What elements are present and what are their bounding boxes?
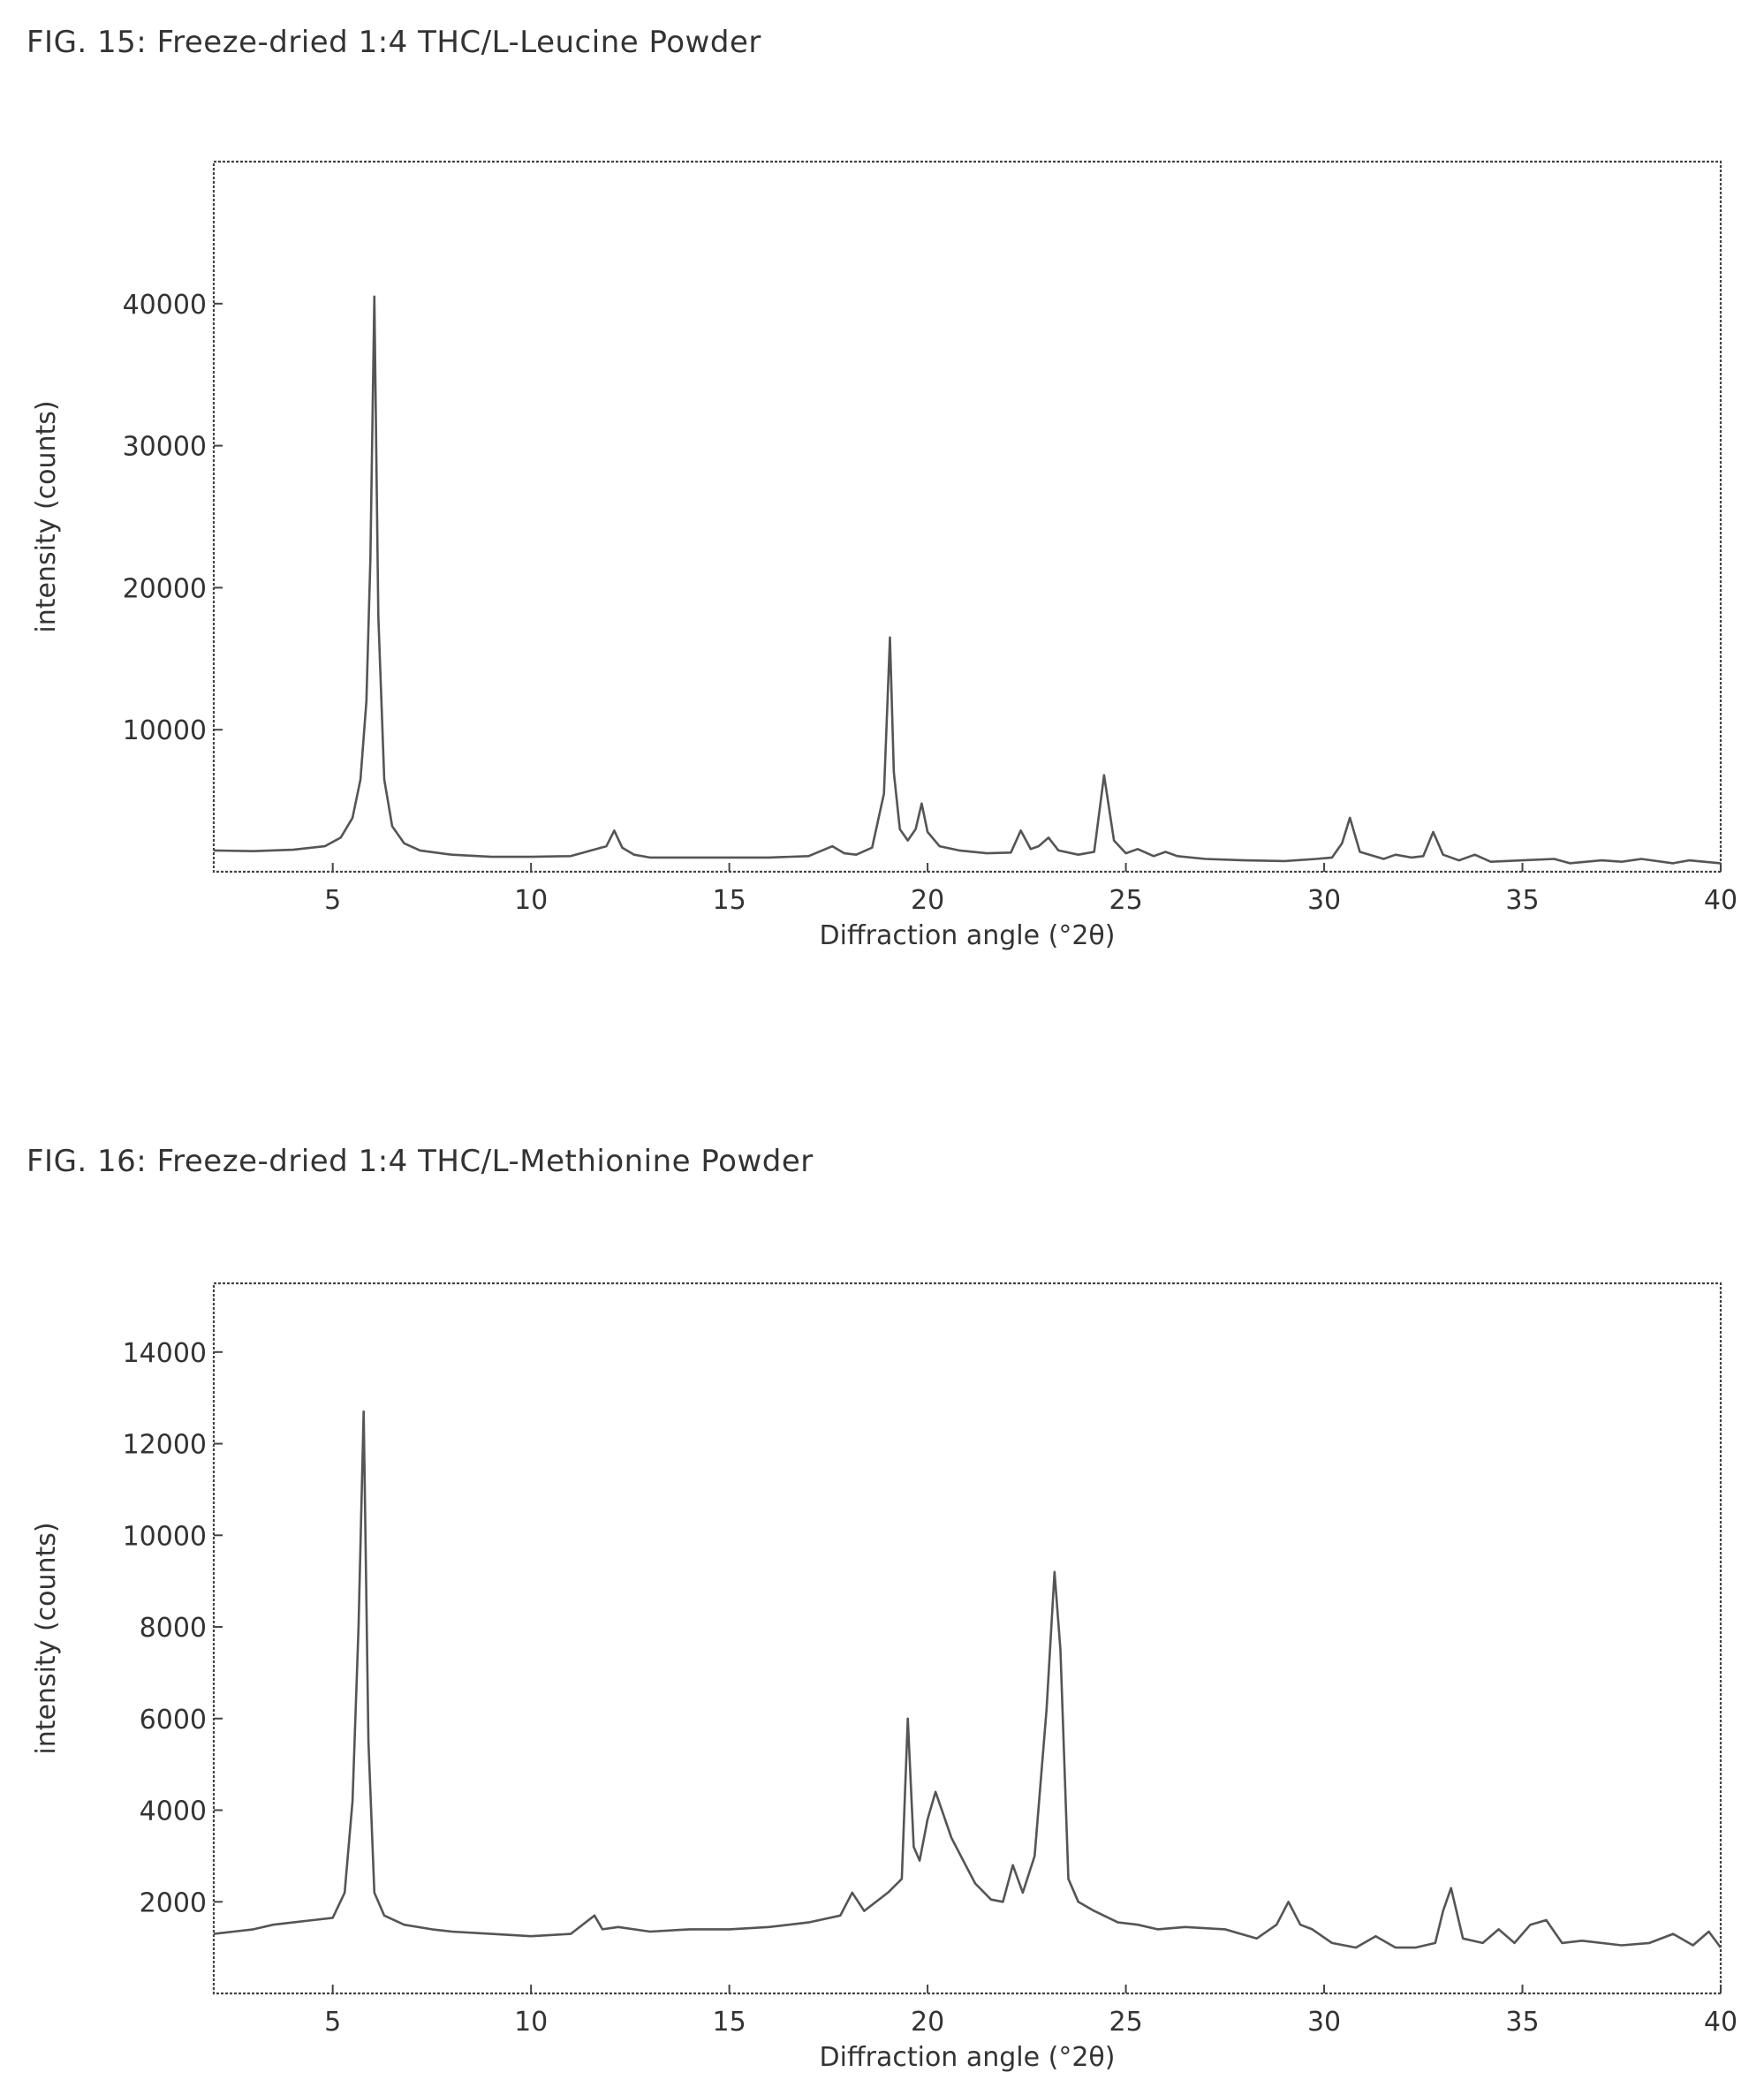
x-tick-label: 15	[713, 2007, 746, 2038]
y-tick-label: 30000	[123, 432, 207, 463]
figure-16-title: FIG. 16: Freeze-dried 1:4 THC/L-Methioni…	[26, 1144, 814, 1179]
x-tick-label: 35	[1505, 2007, 1539, 2038]
y-tick-label: 2000	[140, 1887, 207, 1918]
y-axis-label: intensity (counts)	[31, 1522, 62, 1754]
x-tick-label: 20	[911, 885, 944, 916]
x-tick-label: 20	[911, 2007, 944, 2038]
figure-15-title: FIG. 15: Freeze-dried 1:4 THC/L-Leucine …	[26, 25, 761, 60]
x-tick-label: 25	[1109, 2007, 1142, 2038]
y-tick-label: 4000	[140, 1796, 207, 1827]
x-tick-label: 40	[1704, 885, 1738, 916]
y-axis-label: intensity (counts)	[31, 400, 62, 632]
y-tick-label: 20000	[123, 573, 207, 604]
x-tick-label: 25	[1109, 885, 1142, 916]
x-tick-label: 5	[324, 2007, 341, 2038]
y-tick-label: 12000	[123, 1430, 207, 1461]
x-axis-label: Diffraction angle (°2θ)	[820, 2042, 1116, 2073]
plot-frame	[212, 1282, 1722, 1995]
diffraction-series-line	[213, 1410, 1722, 1949]
x-tick-label: 35	[1505, 885, 1539, 916]
x-tick-label: 30	[1307, 885, 1341, 916]
x-tick-label: 40	[1704, 2007, 1738, 2038]
chart-fig-15: 5 10 15 20 25 30 35 40 10000 20000 30000 40000 Diffr…	[31, 160, 1738, 951]
y-tick-label: 40000	[123, 290, 207, 321]
y-tick-label: 14000	[123, 1338, 207, 1369]
chart-fig-16: 5 10 15 20 25 30 35 40 2000 4000 6000 8000 10000 1200…	[31, 1282, 1738, 2073]
plot-frame	[212, 160, 1722, 874]
y-tick-label: 10000	[123, 1521, 207, 1552]
x-tick-label: 10	[514, 885, 548, 916]
diffraction-series-line	[213, 295, 1722, 865]
x-tick-label: 10	[514, 2007, 548, 2038]
x-tick-label: 5	[324, 885, 341, 916]
y-tick-label: 8000	[140, 1613, 207, 1644]
x-tick-label: 15	[713, 885, 746, 916]
y-tick-label: 6000	[140, 1705, 207, 1736]
x-axis-label: Diffraction angle (°2θ)	[820, 920, 1116, 951]
y-tick-label: 10000	[123, 715, 207, 746]
x-tick-label: 30	[1307, 2007, 1341, 2038]
